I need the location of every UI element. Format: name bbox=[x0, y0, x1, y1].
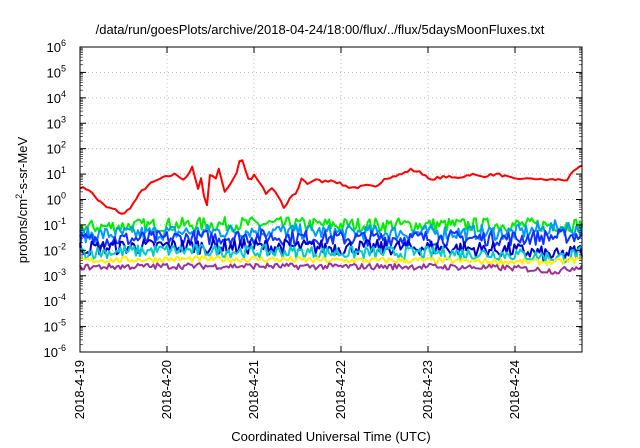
x-tick-label: 2018-4-24 bbox=[507, 360, 522, 419]
series-line bbox=[79, 243, 583, 264]
y-axis-label: protons/cm2-s-sr-MeV bbox=[14, 136, 30, 263]
series-line bbox=[79, 228, 583, 249]
y-tick-label: 10-3 bbox=[44, 267, 66, 284]
x-axis-label: Coordinated Universal Time (UTC) bbox=[231, 429, 430, 444]
plot-frame bbox=[79, 46, 583, 353]
y-tick-label: 105 bbox=[47, 63, 66, 80]
x-tick-label: 2018-4-19 bbox=[72, 360, 87, 419]
x-tick-label: 2018-4-23 bbox=[420, 360, 435, 419]
y-tick-label: 103 bbox=[47, 114, 66, 131]
y-tick-label: 100 bbox=[47, 191, 66, 208]
x-tick-label: 2018-4-22 bbox=[333, 360, 348, 419]
x-axis: 2018-4-19 2018-4-20 2018-4-21 2018-4-22 2018… bbox=[72, 47, 522, 419]
y-tick-label: 10-6 bbox=[44, 343, 66, 360]
y-tick-label: 102 bbox=[47, 140, 66, 157]
series-line bbox=[79, 237, 583, 262]
y-tick-label: 101 bbox=[47, 165, 66, 182]
y-tick-label: 104 bbox=[47, 89, 66, 106]
x-tick-label: 2018-4-21 bbox=[246, 360, 261, 419]
chart-title: /data/run/goesPlots/archive/2018-04-24/1… bbox=[95, 22, 545, 37]
y-tick-label: 10-2 bbox=[44, 241, 66, 258]
series-group bbox=[79, 159, 583, 275]
series-line bbox=[79, 262, 583, 275]
series-line bbox=[79, 216, 583, 235]
grid bbox=[80, 47, 582, 352]
series-line bbox=[79, 255, 583, 266]
series-line bbox=[79, 159, 583, 215]
y-tick-label: 106 bbox=[47, 38, 66, 55]
x-tick-label: 2018-4-20 bbox=[159, 360, 174, 419]
y-tick-label: 10-4 bbox=[44, 292, 66, 309]
y-axis: 10-6 10-5 10-4 10-3 10-2 10-1 100 101 102 103 104 1… bbox=[44, 38, 582, 360]
y-tick-label: 10-1 bbox=[44, 216, 66, 233]
y-tick-label: 10-5 bbox=[44, 318, 66, 335]
